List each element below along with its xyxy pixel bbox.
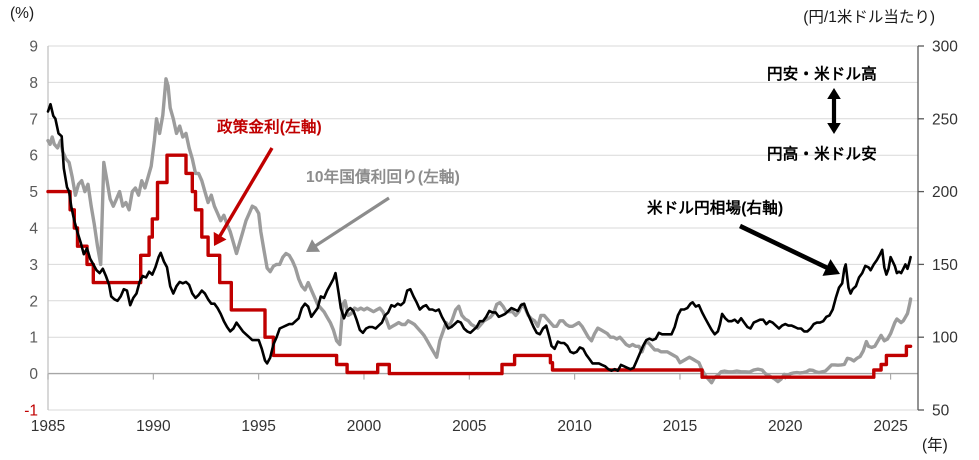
left-axis-tick-label: 4 xyxy=(29,221,38,238)
jgb-yield-label: 10年国債利回り(左軸) xyxy=(306,169,460,186)
usdjpy-arrow xyxy=(739,223,840,276)
right-axis-tick-label: 150 xyxy=(932,257,958,274)
x-axis-tick-label: 2000 xyxy=(347,418,382,435)
series xyxy=(46,77,913,385)
x-axis-tick-label: 1990 xyxy=(136,418,171,435)
yen-weak-annotation: 円安・米ドル高 xyxy=(767,66,877,83)
left-axis-tick-label: -1 xyxy=(24,403,38,420)
left-axis-tick-label: 3 xyxy=(29,257,38,274)
x-axis-tick-label: 2025 xyxy=(873,418,907,435)
policy-rate-label: 政策金利(左軸) xyxy=(217,119,322,136)
right-axis-tick-label: 250 xyxy=(932,111,958,128)
x-axis-tick-label: 1995 xyxy=(241,418,275,435)
x-axis-tick-label: 2015 xyxy=(663,418,697,435)
arrowhead xyxy=(822,259,840,276)
right-axis-tick-label: 300 xyxy=(932,39,958,56)
right-axis-tick-label: 50 xyxy=(932,403,950,420)
left-axis-tick-label: 0 xyxy=(29,366,38,383)
x-axis-tick-label: 1985 xyxy=(31,418,65,435)
policy-rate-arrow xyxy=(213,147,274,246)
right-axis-title: (円/1米ドル当たり) xyxy=(803,9,935,26)
usdjpy-label: 米ドル円相場(右軸) xyxy=(647,200,784,217)
left-axis-tick-label: 8 xyxy=(29,75,38,92)
right-axis-tick-label: 100 xyxy=(932,330,958,347)
yen-strong-annotation: 円高・米ドル安 xyxy=(767,146,877,163)
annotation-arrows xyxy=(213,88,841,276)
left-axis-tick-label: 6 xyxy=(29,148,38,165)
arrowhead xyxy=(213,231,227,246)
usd-jpy-rate-line xyxy=(46,102,912,372)
jgb-yield-arrow xyxy=(306,196,390,252)
axes xyxy=(47,45,924,411)
axis-tick-labels: 9 8 7 6 5 4 3 2 1 0 -1 300 250 200 150 100 50 1985 1990 199… xyxy=(24,39,958,436)
left-axis-tick-label: 7 xyxy=(29,111,38,128)
left-axis-tick-label: 5 xyxy=(29,184,38,201)
x-axis-tick-label: 2020 xyxy=(768,418,803,435)
yen-direction-double-arrow xyxy=(827,88,841,134)
gridlines xyxy=(48,45,918,411)
x-axis-tick-label: 2010 xyxy=(557,418,592,435)
x-axis-title: (年) xyxy=(922,437,948,454)
arrowhead xyxy=(827,88,841,99)
arrowhead xyxy=(306,239,321,252)
right-axis-tick-label: 200 xyxy=(932,184,958,201)
left-axis-tick-label: 1 xyxy=(29,330,38,347)
policy-rate-line xyxy=(46,153,913,379)
left-axis-tick-label: 9 xyxy=(29,39,38,56)
left-axis-tick-label: 2 xyxy=(29,293,38,310)
x-axis-tick-label: 2005 xyxy=(452,418,486,435)
left-axis-title: (%) xyxy=(10,5,35,22)
arrowhead xyxy=(827,123,841,134)
